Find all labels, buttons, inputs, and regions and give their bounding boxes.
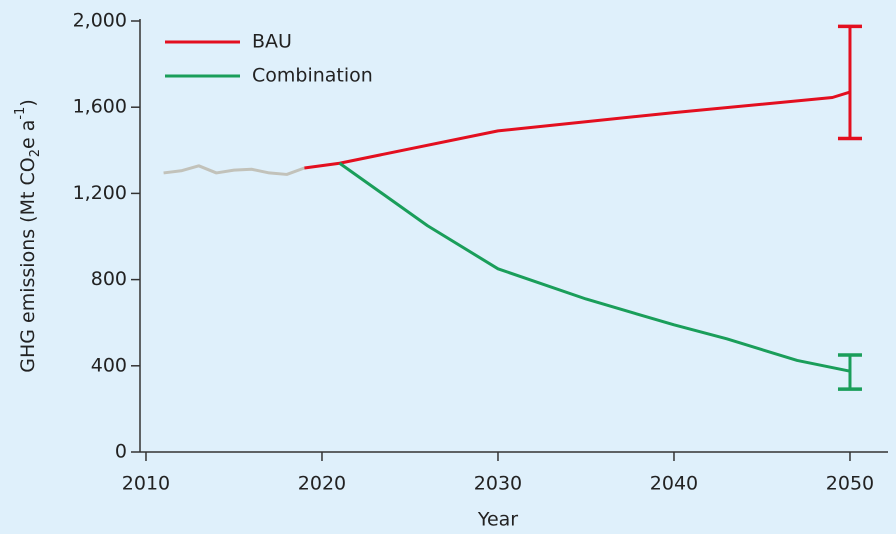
y-tick-label: 1,200 (73, 182, 127, 204)
series-line (338, 162, 851, 373)
y-tick-label: 800 (91, 268, 127, 290)
x-tick-label: 2050 (826, 473, 874, 495)
y-axis-label-part: GHG emissions (Mt CO (17, 157, 39, 372)
y-axis-label: GHG emissions (Mt CO2e a-1) (13, 99, 43, 373)
x-tick-label: 2030 (474, 473, 522, 495)
y-tick-label: 1,600 (73, 96, 127, 118)
x-tick-label: 2020 (298, 473, 346, 495)
x-tick-label: 2010 (122, 473, 170, 495)
legend-label: Combination (252, 65, 373, 87)
x-tick-label: 2040 (650, 473, 698, 495)
x-axis-label: Year (477, 509, 518, 531)
y-tick-label: 0 (115, 441, 127, 463)
legend-label: BAU (252, 31, 292, 53)
y-axis-label-part: ) (17, 99, 39, 106)
y-axis-label-part: e a (17, 120, 39, 149)
y-axis-label-part: -1 (13, 107, 28, 120)
series-line (163, 164, 305, 176)
y-axis-label-part: 2 (28, 149, 43, 157)
series-line (304, 90, 851, 170)
y-tick-label: 2,000 (73, 10, 127, 32)
y-tick-label: 400 (91, 354, 127, 376)
